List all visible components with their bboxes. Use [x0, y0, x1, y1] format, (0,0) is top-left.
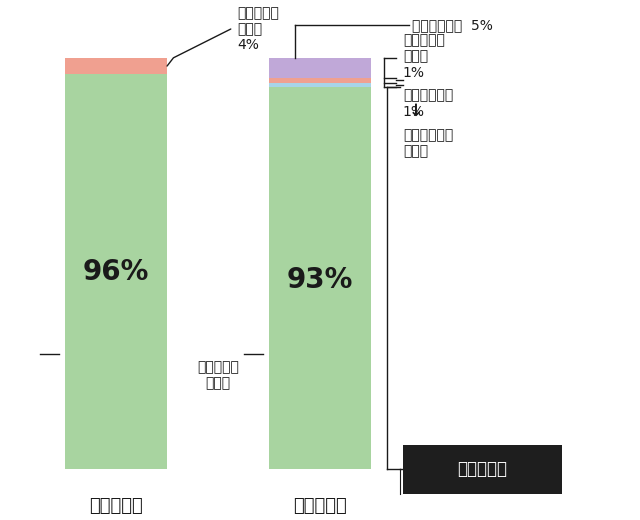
Text: 使用済燃料: 使用済燃料	[293, 497, 347, 515]
Text: 新しい燃料: 新しい燃料	[89, 497, 143, 515]
Text: 燃えやすい
ウラン
4%: 燃えやすい ウラン 4%	[237, 6, 279, 52]
Text: 再利用可能: 再利用可能	[458, 460, 508, 478]
Bar	[269, 58, 371, 79]
Bar	[403, 445, 562, 494]
Text: プルトニウム
1%: プルトニウム 1%	[403, 89, 453, 119]
Text: プルサーマル
で利用: プルサーマル で利用	[403, 128, 453, 158]
Text: 96%: 96%	[83, 258, 149, 286]
Text: 燃えやすい
ウラン
1%: 燃えやすい ウラン 1%	[403, 33, 445, 80]
Bar	[65, 74, 167, 469]
Bar	[269, 87, 371, 469]
Text: 核分裂生成物  5%: 核分裂生成物 5%	[412, 18, 493, 32]
Text: 燃えにくい
ウラン: 燃えにくい ウラン	[197, 360, 239, 391]
Bar	[65, 58, 167, 74]
Bar	[269, 83, 371, 87]
Bar	[269, 79, 371, 83]
Text: ↓: ↓	[409, 102, 423, 120]
Text: 93%: 93%	[287, 266, 353, 294]
